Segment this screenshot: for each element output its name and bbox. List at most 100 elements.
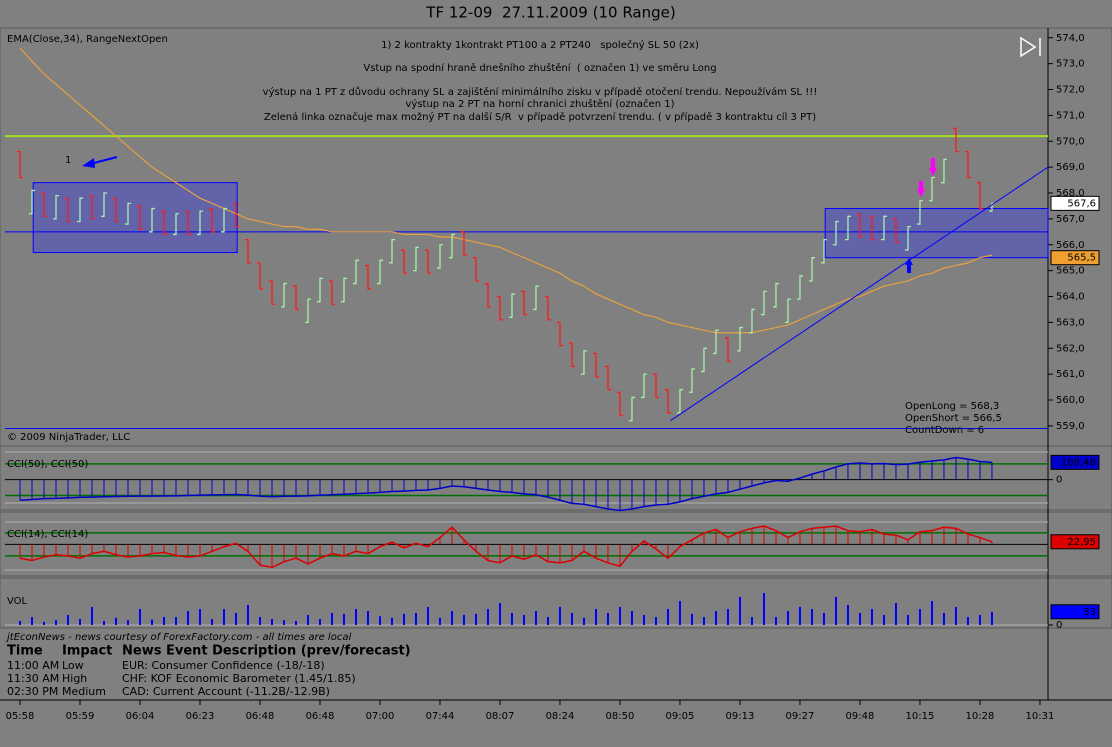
y-tick-label: 569,0 [1056,162,1085,173]
range-bar [616,391,623,417]
zone-box [824,208,1049,259]
y-tick-label: 572,0 [1056,85,1085,96]
news-cell: Medium [62,685,106,698]
volume-bar [930,601,933,625]
range-bar [892,218,899,243]
volume-bar [858,613,861,625]
range-bar [100,192,107,217]
news-cell: CHF: KOF Economic Barometer (1.45/1.85) [122,672,356,685]
y-tick-label: 564,0 [1056,292,1085,303]
value-tag [1050,195,1100,211]
value-tag-label: 565,5 [1067,253,1096,264]
volume-bar [906,615,909,625]
ema-line [19,47,993,334]
range-bar [268,280,275,305]
note: Zelená linka označuje max možný PT na da… [264,111,816,123]
y-tick-label: 573,0 [1056,59,1085,70]
range-bar [544,295,551,321]
volume-bar [786,611,789,625]
range-bar [580,350,587,375]
volume-bar [210,619,213,625]
x-tick-label: 06:48 [246,711,275,722]
volume-bar [282,620,285,625]
volume-bar [498,603,501,625]
x-tick-label: 09:27 [786,711,815,722]
y-tick-label: 560,0 [1056,395,1085,406]
range-bar [880,215,887,241]
range-bar [844,215,851,241]
range-bar [976,182,983,210]
range-bar [760,290,767,316]
value-tag [1050,454,1100,470]
range-bar [604,365,611,391]
volume-bar [138,609,141,625]
range-bar [916,200,923,225]
range-bar [208,207,215,233]
volume-bar [870,609,873,625]
volume-bar [822,613,825,625]
x-tick-label: 09:48 [846,711,875,722]
range-bar [244,238,251,264]
range-bar [172,213,179,236]
volume-bar [666,609,669,625]
y-tick-label: 574,0 [1056,33,1085,44]
range-bar [820,238,827,264]
range-bar [532,285,539,311]
volume-bar [150,619,153,625]
volume-bar [330,613,333,625]
volume-bar [990,611,993,625]
y-tick-label: 565,0 [1056,266,1085,277]
volume-bar [894,603,897,625]
range-bar [736,326,743,352]
range-bar [460,231,467,256]
panel-label: CCI(50), CCI(50) [7,459,88,470]
volume-bar [510,613,513,625]
range-bar [28,189,35,215]
x-tick-label: 06:04 [126,711,155,722]
x-tick-label: 07:00 [366,711,395,722]
range-bar [316,277,323,303]
range-bar [280,282,287,308]
range-bar [40,192,47,217]
x-tick-label: 08:50 [606,711,635,722]
range-bar [436,244,443,269]
volume-bar [234,613,237,625]
volume-bar [174,617,177,625]
news-cell: Low [62,659,84,672]
volume-bar [690,613,693,625]
range-bar [328,280,335,305]
volume-bar [942,613,945,625]
volume-bar [798,607,801,625]
volume-bar [486,609,489,625]
news-cell: High [62,672,87,685]
range-bar [856,213,863,238]
range-bar [748,308,755,334]
range-bar [520,290,527,316]
volume-bar [582,617,585,625]
zone-box [32,182,238,254]
volume-bar [126,620,129,625]
range-bar [652,373,659,399]
cci50-panel [0,445,1112,511]
x-tick-label: 06:23 [186,711,215,722]
value-tag [1050,250,1100,266]
note: výstup na 2 PT na horní chranici zhuštěn… [406,98,675,110]
x-tick-label: 05:58 [6,711,35,722]
range-bar [400,249,407,274]
volume-bar [774,617,777,625]
range-bar [88,194,95,220]
copyright: © 2009 NinjaTrader, LLC [7,432,130,443]
note: 1) 2 kontrakty 1kontrakt PT100 a 2 PT240… [381,39,699,51]
range-bar [424,249,431,274]
range-bar [256,262,263,290]
volume-bar [642,615,645,625]
volume-bar [18,621,21,625]
range-bar [376,259,383,285]
range-bar [352,259,359,285]
x-tick-label: 08:24 [546,711,575,722]
volume-bar [678,601,681,625]
x-tick-label: 10:15 [906,711,935,722]
play-icon [1020,36,1041,58]
volume-bar [354,609,357,625]
